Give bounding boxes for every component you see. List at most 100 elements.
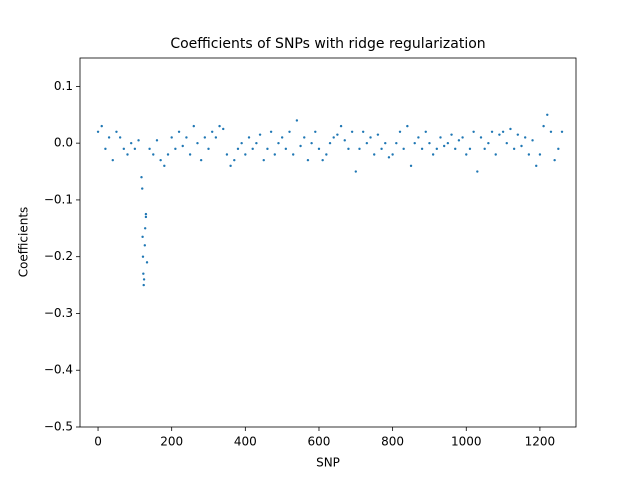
point [446, 141, 450, 145]
point [144, 215, 148, 219]
point [255, 141, 258, 145]
point [498, 133, 501, 136]
point [435, 147, 439, 151]
point [417, 136, 420, 139]
point [141, 235, 144, 239]
point [542, 124, 545, 128]
point [395, 141, 398, 145]
point [339, 124, 343, 128]
x-axis-label: SNP [316, 456, 340, 470]
point [442, 144, 446, 148]
point [365, 141, 369, 145]
point [118, 136, 122, 139]
point [465, 153, 468, 156]
point [343, 139, 346, 142]
point [210, 130, 214, 133]
x-tick-label: 1000 [451, 435, 482, 449]
point [479, 136, 483, 139]
point [284, 147, 288, 151]
point [181, 144, 184, 148]
y-tick-label: 0.1 [54, 79, 73, 93]
point [199, 158, 203, 162]
point [251, 147, 254, 151]
point [490, 130, 494, 133]
point [505, 141, 508, 145]
point [538, 153, 542, 156]
point [185, 136, 188, 139]
point [295, 119, 299, 122]
point [155, 139, 159, 142]
point [361, 130, 365, 133]
y-tick-label: −0.2 [44, 249, 73, 263]
point [535, 164, 538, 168]
point [501, 130, 505, 133]
point [280, 136, 284, 139]
point [409, 164, 413, 168]
point [369, 136, 372, 139]
point [560, 130, 564, 133]
point [354, 170, 358, 173]
point [512, 147, 516, 151]
point [457, 139, 461, 142]
point [350, 130, 354, 133]
point [483, 147, 486, 151]
point [141, 187, 144, 190]
point [258, 133, 262, 136]
point [317, 147, 321, 151]
y-tick-label: −0.5 [44, 420, 73, 434]
point [141, 255, 145, 258]
point [553, 158, 556, 162]
point [163, 164, 166, 168]
point [487, 141, 490, 145]
point [129, 141, 133, 145]
point [166, 153, 170, 156]
point [126, 153, 129, 156]
point [450, 133, 453, 136]
point [144, 212, 148, 216]
point [398, 130, 402, 133]
point [358, 147, 361, 151]
point [277, 141, 280, 145]
point [222, 127, 225, 131]
point [233, 158, 236, 162]
point [468, 147, 472, 151]
y-tick-label: 0.0 [54, 136, 73, 150]
point [332, 136, 335, 139]
point [424, 130, 427, 133]
point [142, 283, 145, 287]
point [328, 141, 332, 145]
point [402, 147, 405, 151]
point [236, 147, 240, 151]
point [170, 136, 173, 139]
point [174, 147, 177, 151]
point [531, 139, 534, 142]
point [387, 156, 391, 159]
point [262, 158, 265, 162]
point [288, 130, 291, 133]
point [273, 153, 276, 156]
point [247, 136, 251, 139]
point [439, 136, 442, 139]
point [142, 272, 145, 275]
x-tick-label: 200 [160, 435, 183, 449]
point [391, 153, 394, 156]
point [413, 141, 416, 145]
point [476, 170, 479, 173]
x-tick-label: 400 [234, 435, 257, 449]
y-axis-label: Coefficients [17, 207, 31, 278]
point [177, 130, 181, 133]
point [269, 130, 273, 133]
point [214, 136, 218, 139]
point [384, 141, 387, 145]
point [104, 147, 107, 151]
point [122, 147, 126, 151]
point [133, 147, 137, 151]
point [321, 158, 324, 162]
point [142, 278, 146, 281]
point [306, 158, 310, 162]
point [325, 153, 328, 156]
point [196, 141, 199, 145]
point [115, 130, 118, 133]
point [292, 153, 295, 156]
